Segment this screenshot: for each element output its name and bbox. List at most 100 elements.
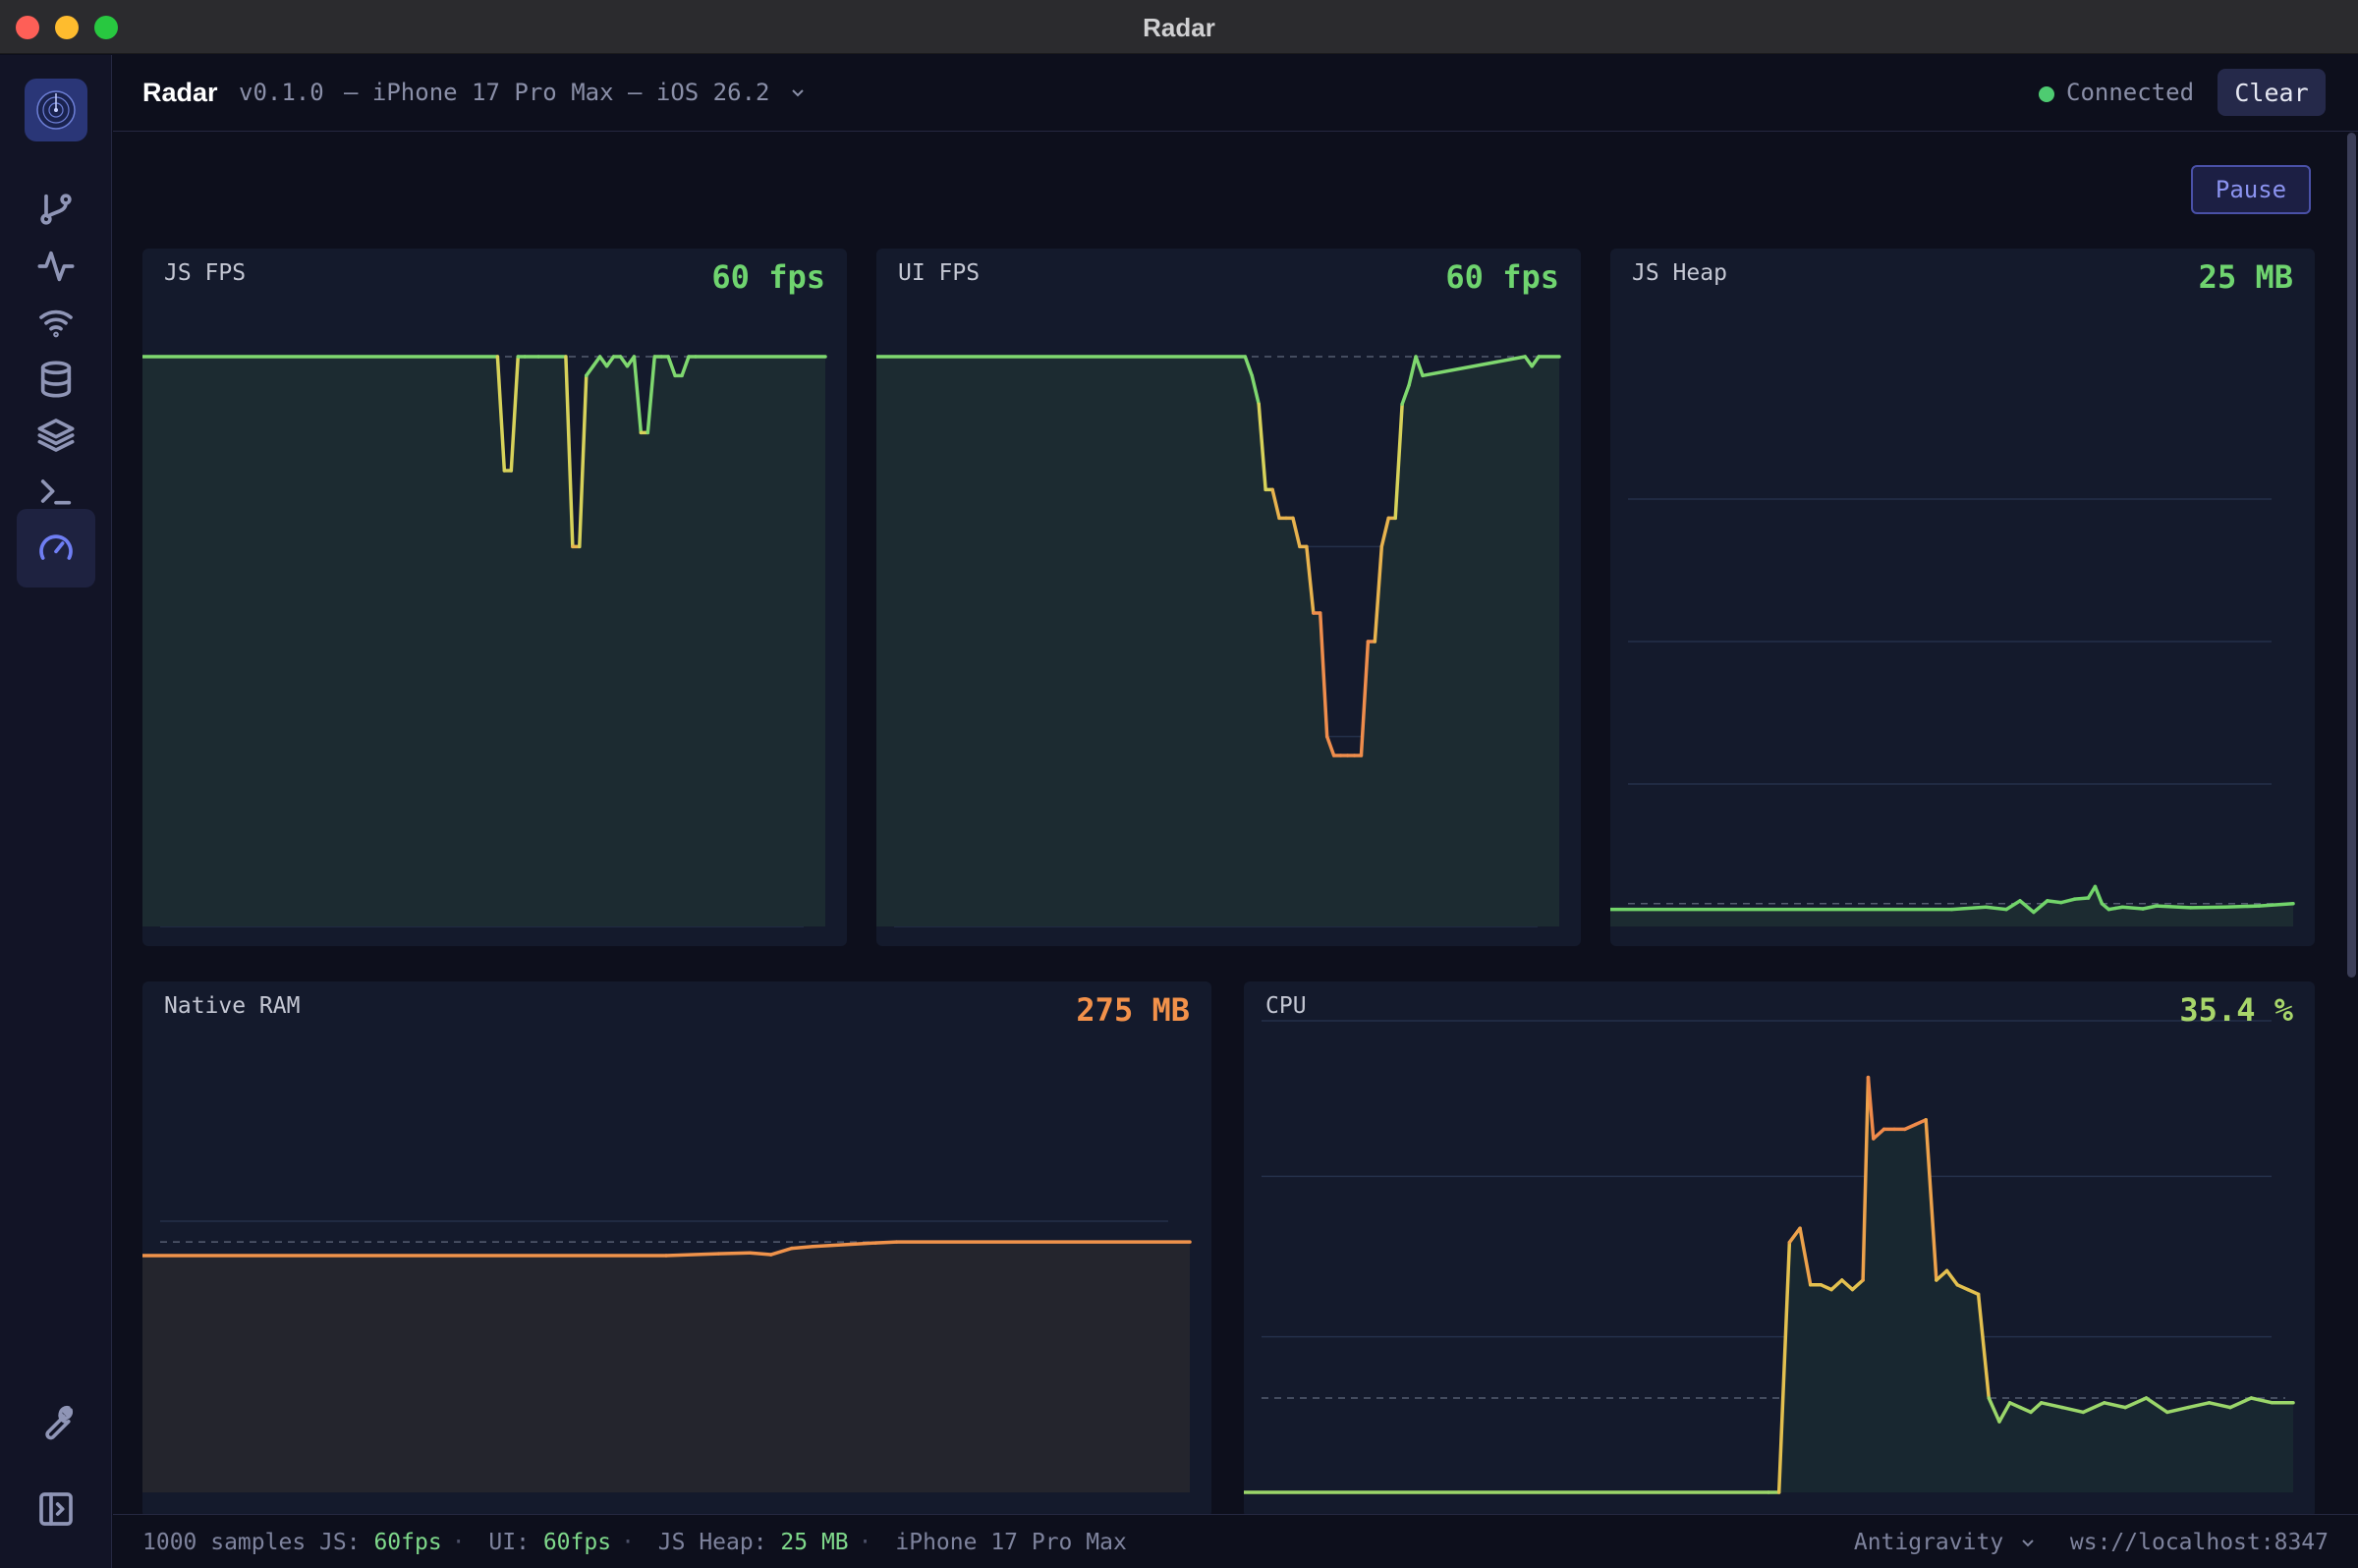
series-segment	[1840, 1278, 1855, 1292]
series-segment	[618, 355, 630, 368]
series-segment	[2018, 899, 2036, 915]
series-segment	[1997, 1401, 2012, 1424]
series-segment	[2058, 897, 2077, 905]
series-segment	[873, 1240, 899, 1245]
series-segment	[664, 1252, 721, 1258]
series-segment	[578, 373, 589, 549]
wrench-icon	[45, 1405, 74, 1440]
app-version: v0.1.0	[239, 79, 324, 106]
series-segment	[495, 355, 507, 473]
series-segment	[1924, 1118, 1938, 1282]
editor-selector[interactable]: Antigravity	[1854, 1530, 2035, 1555]
radar-logo-icon	[36, 90, 76, 130]
scrollbar-thumb[interactable]	[2347, 133, 2356, 978]
clear-button[interactable]: Clear	[2218, 69, 2326, 116]
series-segment	[1250, 373, 1261, 407]
js-fps-value: 60fps	[373, 1530, 442, 1555]
series-segment	[1872, 1127, 1886, 1141]
sidebar-item-performance[interactable]	[17, 509, 95, 588]
websocket-url: ws://localhost:8347	[2069, 1530, 2329, 1555]
series-segment	[2249, 1396, 2274, 1405]
sample-count: 1000 samples	[142, 1530, 307, 1555]
cpu-chart	[1244, 1020, 2295, 1494]
series-segment	[2155, 904, 2193, 910]
sidebar-item-storage[interactable]	[17, 340, 95, 419]
wifi-icon	[39, 309, 73, 338]
chevron-down-icon	[792, 89, 804, 97]
series-segment	[1987, 1396, 2001, 1424]
layers-icon	[37, 419, 75, 452]
series-segment	[564, 355, 575, 549]
sidebar-toggle-button[interactable]	[17, 1470, 95, 1548]
app-logo[interactable]	[25, 79, 87, 141]
sidebar	[0, 55, 112, 1568]
sidebar-item-network[interactable]	[17, 283, 95, 362]
sidebar-item-git[interactable]	[17, 170, 95, 249]
series-segment	[2257, 902, 2295, 908]
series-segment	[1861, 1075, 1871, 1282]
panel-value: 60 fps	[711, 258, 825, 296]
panel-title: JS Heap	[1632, 260, 1727, 286]
series-segment	[1955, 1283, 1970, 1292]
series-segment	[1291, 516, 1302, 549]
editor-label: Antigravity	[1853, 1530, 2004, 1555]
series-segment	[2081, 1401, 2106, 1415]
series-segment	[1976, 1292, 1992, 1400]
ui-label: UI:	[488, 1530, 530, 1555]
series-segment	[1798, 1226, 1813, 1287]
series-segment	[1984, 905, 2008, 912]
js-heap-panel: JS Heap 25 MB	[1610, 249, 2315, 946]
sidebar-item-console[interactable]	[17, 452, 95, 531]
series-segment	[2165, 1405, 2190, 1415]
panel-value: 275 MB	[1076, 991, 1190, 1029]
series-segment	[790, 1245, 814, 1251]
series-segment	[1400, 383, 1411, 407]
series-segment	[2086, 884, 2098, 900]
series-area	[142, 357, 825, 926]
ui-fps-chart	[876, 355, 1561, 927]
series-segment	[1414, 355, 1425, 378]
series-segment	[1393, 402, 1404, 521]
activity-icon	[37, 251, 75, 282]
series-segment	[2039, 1401, 2064, 1410]
panel-title: Native RAM	[164, 993, 301, 1019]
window-title: Radar	[1143, 13, 1215, 42]
series-segment	[1243, 355, 1254, 378]
header: Radar v0.1.0 — iPhone 17 Pro Max — iOS 2…	[113, 55, 2358, 132]
native-ram-chart	[142, 1220, 1192, 1492]
window-maximize-button[interactable]	[94, 16, 118, 39]
series-segment	[680, 355, 691, 378]
series-area	[142, 1242, 1190, 1492]
window-minimize-button[interactable]	[55, 16, 79, 39]
series-segment	[2120, 905, 2145, 911]
series-segment	[748, 1251, 773, 1257]
series-segment	[2141, 904, 2159, 911]
series-segment	[1913, 1118, 1928, 1127]
series-segment	[1407, 355, 1418, 387]
js-fps-chart	[142, 355, 827, 927]
panel-title: CPU	[1265, 993, 1307, 1019]
device-selector[interactable]: — iPhone 17 Pro Max — iOS 26.2	[344, 79, 806, 106]
cpu-panel: CPU 35.4 %	[1244, 981, 2315, 1518]
series-segment	[1935, 1268, 1949, 1282]
app-name: Radar	[142, 78, 218, 107]
series-segment	[2046, 899, 2063, 905]
sidebar-item-tools[interactable]	[17, 1383, 95, 1462]
series-segment	[1866, 1075, 1876, 1141]
panel-value: 60 fps	[1445, 258, 1559, 296]
series-segment	[1379, 516, 1390, 549]
pause-button[interactable]: Pause	[2191, 165, 2311, 214]
device-selector-label: — iPhone 17 Pro Max — iOS 26.2	[344, 79, 770, 106]
series-area	[1244, 1077, 2293, 1492]
window-close-button[interactable]	[16, 16, 39, 39]
ui-fps-panel: UI FPS 60 fps	[876, 249, 1581, 946]
series-segment	[2222, 904, 2261, 910]
title-bar: Radar	[0, 0, 2358, 54]
sidebar-item-activity[interactable]	[17, 227, 95, 306]
series-segment	[1819, 1283, 1833, 1292]
series-segment	[1324, 734, 1336, 757]
series-segment	[716, 1251, 753, 1256]
sidebar-item-layers[interactable]	[17, 396, 95, 475]
scrollbar[interactable]	[2345, 133, 2358, 1513]
native-ram-panel: Native RAM 275 MB	[142, 981, 1211, 1518]
